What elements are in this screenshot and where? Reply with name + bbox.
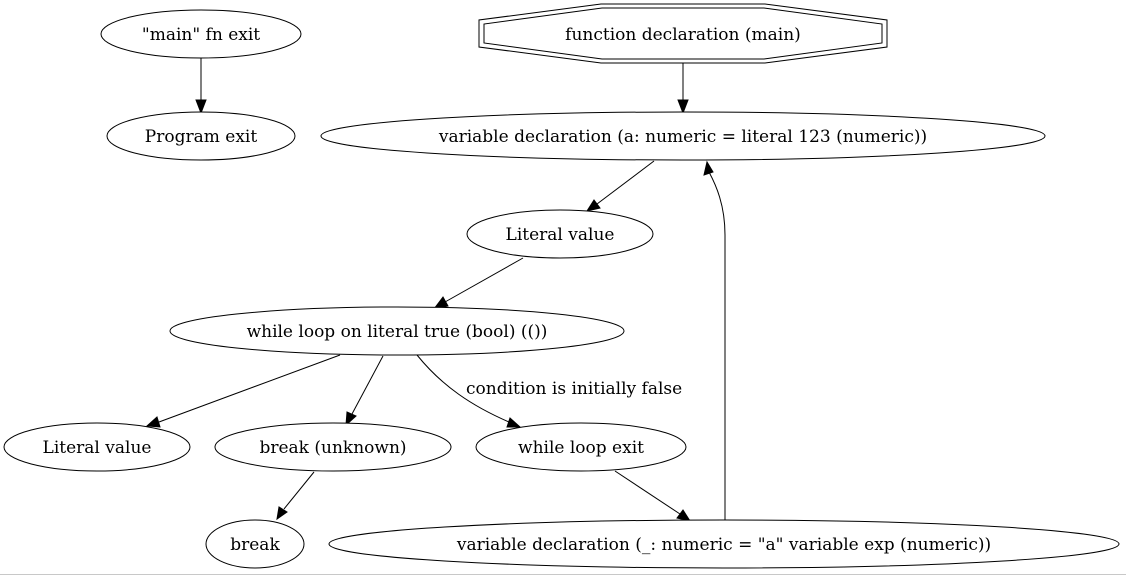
edge-main-fn-exit-to-program-exit [195,58,207,115]
edge-variable-declaration-a-to-literal-value [585,160,655,212]
node-function-declaration-inner-octagon [483,7,883,60]
edge-variable-declaration-underscore-to-variable-declaration-a [703,160,726,520]
node-main-fn-exit-ellipse [100,9,302,59]
node-variable-declaration-a-label: variable declaration (a: numeric = liter… [438,127,927,147]
node-while-loop-exit-ellipse [475,422,687,472]
edge-literal-value-to-while-loop [432,257,524,310]
node-variable-declaration-a: variable declaration (a: numeric = liter… [320,111,1046,161]
node-function-declaration-label: function declaration (main) [565,25,801,45]
edge-break-unknown-to-break [276,471,315,521]
node-while-loop-ellipse [169,306,625,356]
node-main-fn-exit-label: "main" fn exit [142,25,260,45]
node-literal-value-1-label: Literal value [506,225,615,245]
node-literal-value-1-ellipse [466,209,654,259]
node-variable-declaration-underscore-label: variable declaration (_: numeric = "a" v… [456,535,991,555]
edge-while-loop-to-break-unknown [345,355,384,427]
node-literal-value-2: Literal value [3,422,191,472]
edge-while-loop-to-while-loop-exit [416,354,522,428]
node-literal-value-1: Literal value [466,209,654,259]
node-while-loop-exit-label: while loop exit [518,438,644,458]
node-program-exit-ellipse [106,111,296,161]
node-while-loop-exit: while loop exit [475,422,687,472]
node-break: break [205,519,305,569]
edge-label-condition-initially-false: condition is initially false [466,379,682,399]
node-break-label: break [230,535,280,555]
node-variable-declaration-a-ellipse [320,111,1046,161]
node-while-loop-label: while loop on literal true (bool) (()) [247,322,548,342]
node-break-unknown-ellipse [214,422,452,472]
edge-while-loop-exit-to-variable-declaration-underscore [614,470,692,522]
node-break-unknown-label: break (unknown) [259,438,406,458]
node-variable-declaration-underscore-ellipse [328,519,1120,569]
node-break-ellipse [205,519,305,569]
node-while-loop: while loop on literal true (bool) (()) [169,306,625,356]
node-variable-declaration-underscore: variable declaration (_: numeric = "a" v… [328,519,1120,569]
node-function-declaration: function declaration (main) [478,3,888,64]
node-literal-value-2-label: Literal value [43,438,152,458]
node-break-unknown: break (unknown) [214,422,452,472]
node-program-exit-label: Program exit [145,127,258,147]
node-main-fn-exit: "main" fn exit [100,9,302,59]
node-literal-value-2-ellipse [3,422,191,472]
node-program-exit: Program exit [106,111,296,161]
edge-function-declaration-to-variable-declaration-a [677,63,689,115]
edge-while-loop-to-literal-value [145,354,341,428]
edges [145,58,726,522]
